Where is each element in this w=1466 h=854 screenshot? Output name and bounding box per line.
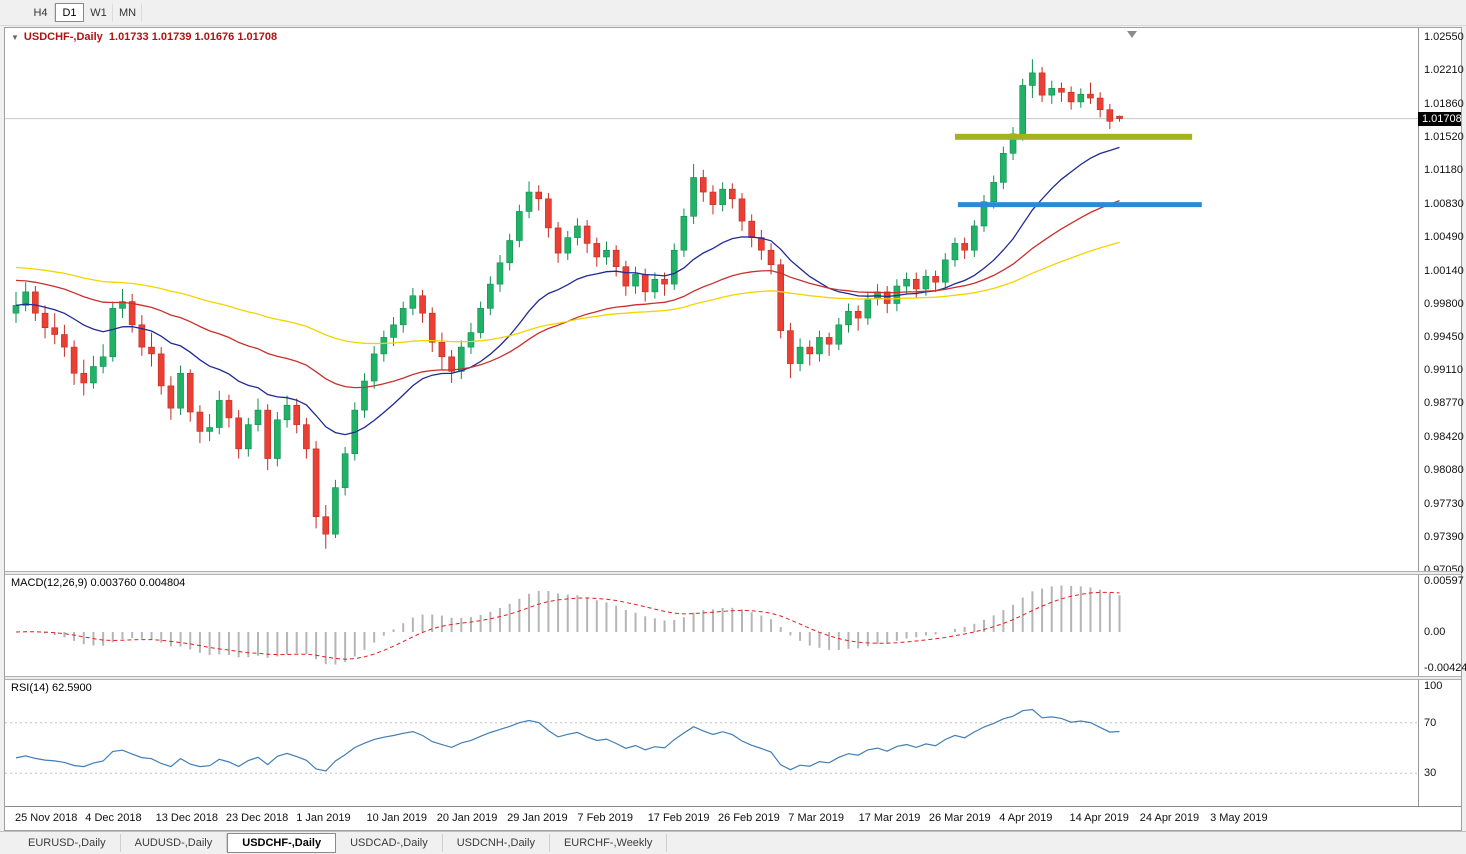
time-tick: 26 Mar 2019 [928,812,991,824]
price-tick: 0.99110 [1424,364,1463,377]
rsi-line [15,708,1120,772]
price-tick: 0.98420 [1424,431,1464,444]
candlestick-chart[interactable] [5,28,1418,571]
price-tick: 1.00830 [1424,197,1464,210]
price-tick: 1.01860 [1424,97,1464,110]
chart-title: ▼ USDCHF-,Daily 1.01733 1.01739 1.01676 1… [11,31,277,43]
time-tick: 29 Jan 2019 [507,812,568,824]
macd-values: 0.003760 0.004804 [90,577,186,589]
chart-menu-icon[interactable]: ▼ [11,33,19,42]
price-tick: 0.97730 [1424,498,1464,511]
chart-shift-marker-icon[interactable] [1127,31,1137,38]
panel-separator[interactable] [5,571,1461,575]
macd-label: MACD(12,26,9) [11,577,88,589]
timeframe-button-h4[interactable]: H4 [26,3,55,22]
price-tick: 1.02210 [1424,63,1464,76]
price-axis[interactable]: 1.02550 1.02210 1.01860 1.01520 1.01180 1.008… [1418,28,1464,576]
timeframe-button-d1[interactable]: D1 [55,3,84,22]
time-tick: 23 Dec 2018 [225,812,289,824]
price-tick: 1.01520 [1424,130,1464,143]
time-tick: 3 May 2019 [1210,812,1268,824]
time-tick: 4 Apr 2019 [999,812,1053,824]
time-tick: 17 Feb 2019 [647,812,710,824]
panel-separator[interactable] [5,676,1461,680]
timeframe-toolbar: H4 D1 W1 MN [0,0,1466,26]
macd-tick: 0.00 [1424,626,1446,638]
macd-axis: 0.00597 0.00 -0.00424 [1418,575,1466,676]
price-tick: 0.98080 [1424,464,1464,477]
macd-signal-line [15,591,1120,660]
macd-tick: 0.00597 [1424,575,1464,587]
timeframe-button-w1[interactable]: W1 [84,3,113,22]
time-tick: 7 Feb 2019 [577,812,634,824]
price-tick: 1.00140 [1424,264,1464,277]
price-tick: 0.99450 [1424,331,1464,344]
time-tick: 24 Apr 2019 [1139,812,1200,824]
moving-average-line [15,241,1120,345]
time-axis[interactable]: 25 Nov 2018 4 Dec 2018 13 Dec 2018 23 Dec 2… [5,806,1461,830]
tab-usdcad[interactable]: USDCAD-,Daily [336,834,443,852]
macd-panel[interactable]: MACD(12,26,9) 0.003760 0.004804 [5,575,1418,676]
macd-chart[interactable] [5,575,1418,676]
tab-usdchf[interactable]: USDCHF-,Daily [227,833,337,853]
time-tick: 25 Nov 2018 [15,812,78,824]
time-tick: 17 Mar 2019 [858,812,921,824]
price-tick: 0.97390 [1424,531,1464,544]
horizontal-level-line[interactable] [957,202,1202,208]
rsi-header: RSI(14) 62.5900 [11,682,92,694]
rsi-panel[interactable]: RSI(14) 62.5900 [5,680,1418,806]
time-tick: 20 Jan 2019 [436,812,498,824]
tab-usdcnh[interactable]: USDCNH-,Daily [443,834,550,852]
price-tick: 0.99800 [1424,297,1464,310]
rsi-tick: 100 [1424,680,1443,692]
price-tick: 0.98770 [1424,397,1464,410]
price-tick: 1.02550 [1424,31,1464,43]
tab-eurusd[interactable]: EURUSD-,Daily [14,834,121,852]
timeframe-button-mn[interactable]: MN [113,3,142,22]
time-tick: 10 Jan 2019 [366,812,428,824]
price-tick: 1.00490 [1424,230,1464,243]
time-tick: 1 Jan 2019 [296,812,351,824]
rsi-axis: 100 70 30 [1418,680,1461,806]
chart-tabs-bar: EURUSD-,Daily AUDUSD-,Daily USDCHF-,Daily U… [0,831,1466,854]
macd-header: MACD(12,26,9) 0.003760 0.004804 [11,577,185,589]
rsi-chart[interactable] [5,680,1418,806]
horizontal-level-line[interactable] [954,133,1193,140]
current-price-box: 1.01708 [1418,111,1462,126]
price-tick: 1.01180 [1424,163,1463,176]
rsi-value: 62.5900 [51,682,92,694]
time-tick: 4 Dec 2018 [85,812,142,824]
time-tick: 14 Apr 2019 [1069,812,1129,824]
chart-ohlc-values: 1.01733 1.01739 1.01676 1.01708 [108,31,278,43]
tab-eurchf[interactable]: EURCHF-,Weekly [550,834,668,852]
tab-audusd[interactable]: AUDUSD-,Daily [121,834,228,852]
chart-symbol-title: USDCHF-,Daily [23,31,103,43]
rsi-tick: 70 [1424,716,1437,729]
rsi-tick: 30 [1424,767,1437,780]
time-tick: 26 Feb 2019 [718,812,780,824]
main-chart-panel[interactable]: ▼ USDCHF-,Daily 1.01733 1.01739 1.01676 1… [5,28,1418,571]
time-tick: 7 Mar 2019 [788,812,844,824]
rsi-label: RSI(14) [11,682,49,694]
macd-tick: -0.00424 [1424,662,1466,675]
time-tick: 13 Dec 2018 [155,812,218,824]
moving-average-line [15,199,1120,389]
current-price-value: 1.01708 [1422,112,1462,125]
chart-window: ▼ USDCHF-,Daily 1.01733 1.01739 1.01676 1… [4,27,1466,831]
